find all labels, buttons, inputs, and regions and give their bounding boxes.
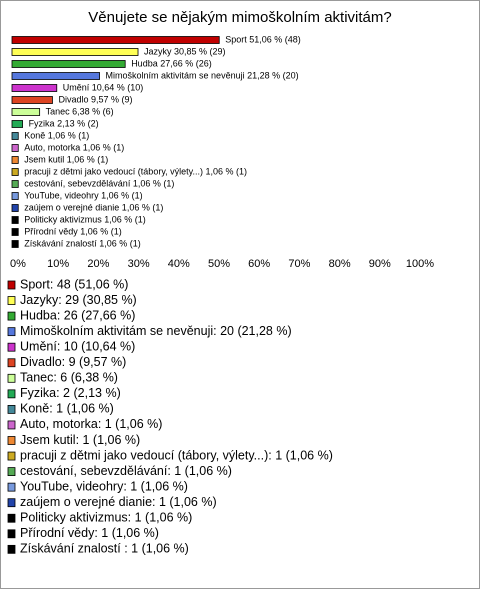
legend-label: Sport: 48 (51,06 %): [20, 277, 128, 291]
value-label: Jazyky 30,85 % (29): [144, 46, 226, 56]
legend-swatch: [7, 373, 16, 383]
legend-label: Politicky aktivizmus: 1 (1,06 %): [20, 511, 192, 525]
legend-label: Mimoškolním aktivitám se nevěnuji: 20 (2…: [20, 324, 292, 338]
value-label: Získávání znalostí 1,06 % (1): [24, 238, 141, 248]
value-label: Mimoškolním aktivitám se nevěnuji 21,28 …: [106, 70, 299, 80]
bar: [11, 180, 19, 188]
bar: [11, 48, 139, 56]
value-label: Sport 51,06 % (48): [225, 34, 301, 44]
value-label: Fyzika 2,13 % (2): [29, 118, 99, 128]
value-label: Politicky aktivizmus 1,06 % (1): [24, 214, 146, 224]
legend-swatch: [7, 467, 16, 477]
x-tick-label: 50%: [208, 258, 230, 270]
bar: [11, 192, 19, 200]
legend-swatch: [7, 451, 16, 461]
legend-label: zaújem o verejné dianie: 1 (1,06 %): [20, 495, 217, 509]
legend-swatch: [7, 498, 16, 508]
legend-label: Divadlo: 9 (9,57 %): [20, 355, 126, 369]
legend-label: Koně: 1 (1,06 %): [20, 402, 114, 416]
legend-swatch: [7, 482, 16, 492]
x-tick-label: 0%: [10, 258, 26, 270]
legend-label: Přírodní vědy: 1 (1,06 %): [20, 526, 159, 540]
bar: [11, 84, 58, 92]
bar: [11, 120, 23, 128]
value-label: zaújem o verejné dianie 1,06 % (1): [24, 202, 163, 212]
legend-label: Auto, motorka: 1 (1,06 %): [20, 417, 162, 431]
legend-label: Jazyky: 29 (30,85 %): [20, 293, 137, 307]
value-label: Jsem kutil 1,06 % (1): [24, 154, 108, 164]
legend-swatch: [7, 436, 16, 445]
bar: [11, 168, 19, 176]
value-label: Hudba 27,66 % (26): [131, 58, 212, 68]
x-tick-label: 90%: [369, 258, 391, 270]
legend-swatch: [7, 420, 16, 430]
legend-swatch: [7, 296, 16, 305]
x-tick-label: 10%: [47, 258, 69, 270]
bar: [11, 36, 220, 44]
bar: [11, 108, 41, 116]
legend-label: Získávání znalostí : 1 (1,06 %): [20, 542, 189, 556]
legend-swatch: [7, 544, 16, 554]
value-label: Tanec 6,38 % (6): [46, 106, 114, 116]
legend-label: Hudba: 26 (27,66 %): [20, 308, 135, 322]
value-label: YouTube, videohry 1,06 % (1): [24, 190, 142, 200]
x-tick-label: 80%: [329, 258, 351, 270]
legend-swatch: [7, 404, 16, 414]
x-tick-label: 20%: [87, 258, 109, 270]
bar: [11, 204, 19, 212]
value-label: pracuji z dětmi jako vedoucí (tábory, vý…: [24, 166, 247, 176]
legend-label: Umění: 10 (10,64 %): [20, 339, 135, 353]
value-label: Umění 10,64 % (10): [63, 82, 144, 92]
value-label: Auto, motorka 1,06 % (1): [24, 142, 124, 152]
bar: [11, 228, 19, 236]
legend-label: Tanec: 6 (6,38 %): [20, 371, 118, 385]
legend-label: Fyzika: 2 (2,13 %): [20, 386, 121, 400]
bar: [11, 216, 19, 224]
legend-label: YouTube, videohry: 1 (1,06 %): [20, 479, 188, 493]
x-tick-label: 30%: [128, 258, 150, 270]
legend-swatch: [7, 513, 16, 523]
bar: [11, 72, 100, 80]
bar: [11, 60, 126, 68]
bar: [11, 144, 19, 152]
value-label: Divadlo 9,57 % (9): [58, 94, 132, 104]
bar: [11, 96, 53, 104]
x-tick-label: 70%: [288, 258, 310, 270]
legend-swatch: [7, 342, 16, 352]
legend-swatch: [7, 327, 16, 337]
x-tick-label: 100%: [406, 258, 434, 270]
legend-swatch: [7, 529, 16, 539]
legend-swatch: [7, 311, 16, 321]
bar: [11, 240, 19, 248]
legend-label: Jsem kutil: 1 (1,06 %): [20, 433, 140, 447]
legend-swatch: [7, 389, 16, 399]
legend-label: pracuji z dětmi jako vedoucí (tábory, vý…: [20, 448, 333, 462]
value-label: Přírodní vědy 1,06 % (1): [24, 226, 122, 236]
value-label: cestování, sebevzdělávání 1,06 % (1): [24, 178, 174, 188]
legend-swatch: [7, 280, 16, 290]
legend-swatch: [7, 358, 16, 368]
x-tick-label: 60%: [248, 258, 270, 270]
value-label: Koně 1,06 % (1): [24, 130, 89, 140]
chart-title: Věnujete se nějakým mimoškolním aktivitá…: [88, 9, 391, 26]
x-tick-label: 40%: [168, 258, 190, 270]
bar: [11, 156, 19, 164]
legend-label: cestování, sebevzdělávání: 1 (1,06 %): [20, 464, 232, 478]
bar: [11, 132, 19, 140]
